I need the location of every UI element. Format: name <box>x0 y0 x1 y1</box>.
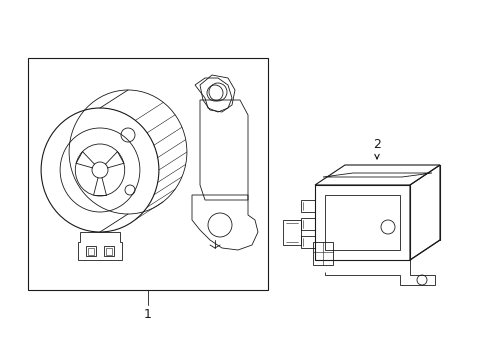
Bar <box>104 246 114 256</box>
Bar <box>28 58 267 290</box>
Bar <box>106 248 112 255</box>
Bar <box>325 195 399 250</box>
Bar <box>86 246 96 256</box>
Text: 2: 2 <box>372 139 380 152</box>
Bar <box>88 248 94 255</box>
Text: 1: 1 <box>144 309 152 321</box>
